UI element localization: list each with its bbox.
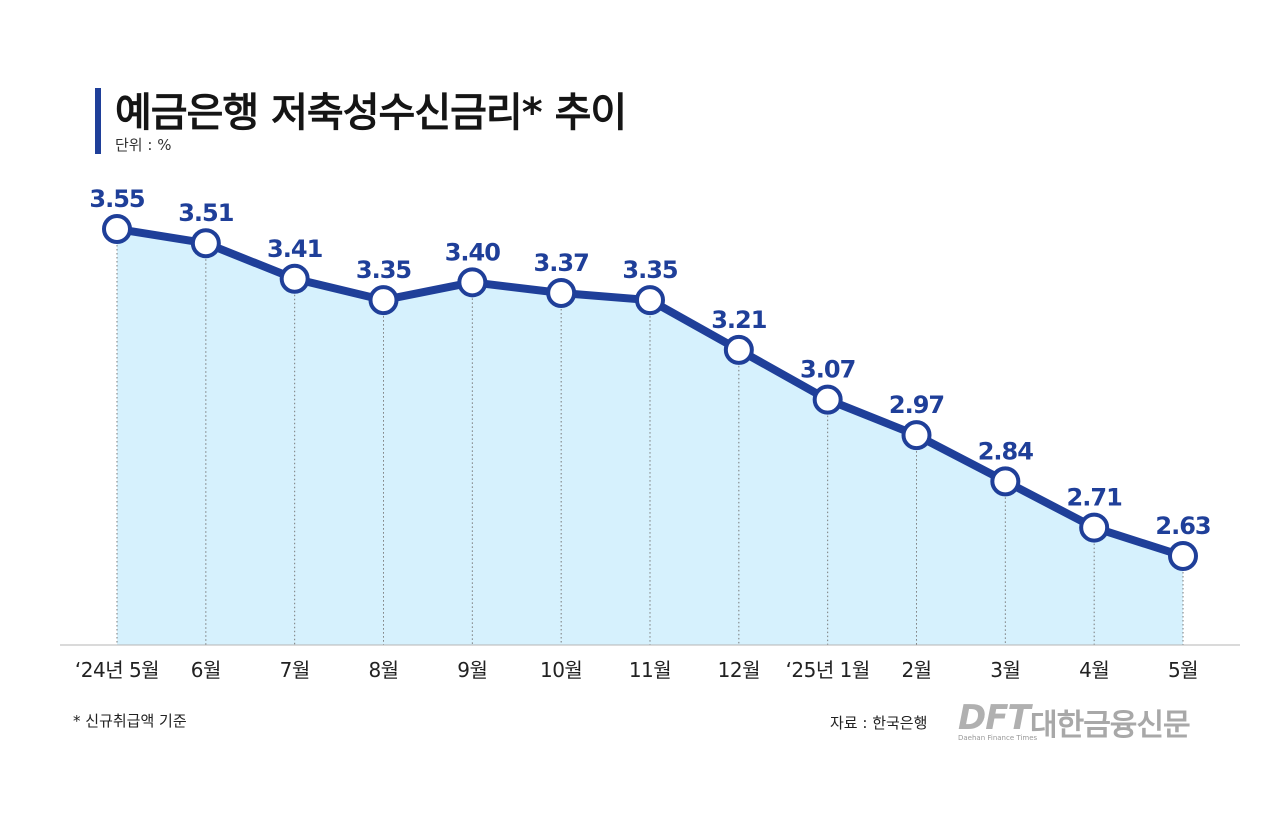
data-point-2 [279, 263, 310, 294]
value-label-1: 3.51 [178, 199, 234, 227]
markers [102, 214, 1198, 571]
value-label-3: 3.35 [356, 256, 412, 284]
value-label-12: 2.63 [1155, 512, 1210, 540]
x-tick-label-12: 5월 [1168, 658, 1198, 682]
x-tick-label-11: 4월 [1079, 658, 1109, 682]
publisher-logo: DFT 대한금융신문 Daehan Finance Times [958, 698, 1208, 746]
x-tick-label-9: 2월 [901, 658, 931, 682]
value-label-10: 2.84 [978, 437, 1034, 465]
x-tick-label-7: 12월 [718, 658, 760, 682]
x-tick-label-3: 8월 [368, 658, 398, 682]
data-point-0 [102, 214, 132, 244]
title-accent-bar [95, 88, 101, 154]
x-tick-label-2: 7월 [280, 658, 310, 682]
data-point-9 [901, 420, 932, 451]
value-label-2: 3.41 [267, 235, 323, 263]
value-label-5: 3.37 [534, 249, 589, 277]
data-point-1 [190, 228, 221, 259]
logo-name: 대한금융신문 [1030, 708, 1191, 743]
x-tick-label-10: 3월 [990, 658, 1020, 682]
x-tick-label-5: 10월 [540, 658, 582, 682]
x-tick-labels: ‘24년 5월 6월 7월 8월 9월 10월 11월 12월 ‘25년 1월 2월 3월 4월 5월 [75, 658, 1199, 682]
data-point-6 [635, 285, 665, 316]
chart-title: 예금은행 저축성수신금리* 추이 [115, 90, 627, 136]
value-label-4: 3.40 [445, 238, 501, 266]
data-point-8 [812, 384, 843, 415]
logo-mark: DFT [958, 698, 1031, 738]
x-tick-label-6: 11월 [629, 658, 671, 682]
value-label-0: 3.55 [89, 185, 145, 213]
footnote: * 신규취급액 기준 [73, 712, 187, 730]
x-tick-label-8: ‘25년 1월 [786, 658, 870, 682]
x-tick-label-0: ‘24년 5월 [75, 658, 159, 682]
x-tick-label-4: 9월 [457, 658, 487, 682]
logo-subtitle: Daehan Finance Times [958, 734, 1038, 742]
x-tick-label-1: 6월 [191, 658, 221, 682]
value-label-7: 3.21 [711, 306, 767, 334]
value-label-6: 3.35 [622, 256, 678, 284]
drop-lines [116, 229, 1184, 645]
value-label-11: 2.71 [1067, 484, 1123, 512]
value-label-8: 3.07 [800, 356, 855, 384]
value-labels: 3.55 3.51 3.41 3.35 3.40 3.37 3.35 3.21 3.07 2.97… [89, 185, 1211, 540]
data-point-12 [1168, 541, 1198, 571]
chart-unit: 단위 : % [115, 136, 172, 154]
data-point-10 [990, 466, 1021, 497]
data-point-3 [368, 285, 399, 316]
data-point-5 [546, 277, 577, 308]
data-point-4 [457, 267, 488, 298]
source-note: 자료 : 한국은행 [830, 714, 928, 732]
data-point-11 [1079, 512, 1110, 543]
value-label-9: 2.97 [889, 391, 944, 419]
data-point-7 [723, 334, 754, 365]
